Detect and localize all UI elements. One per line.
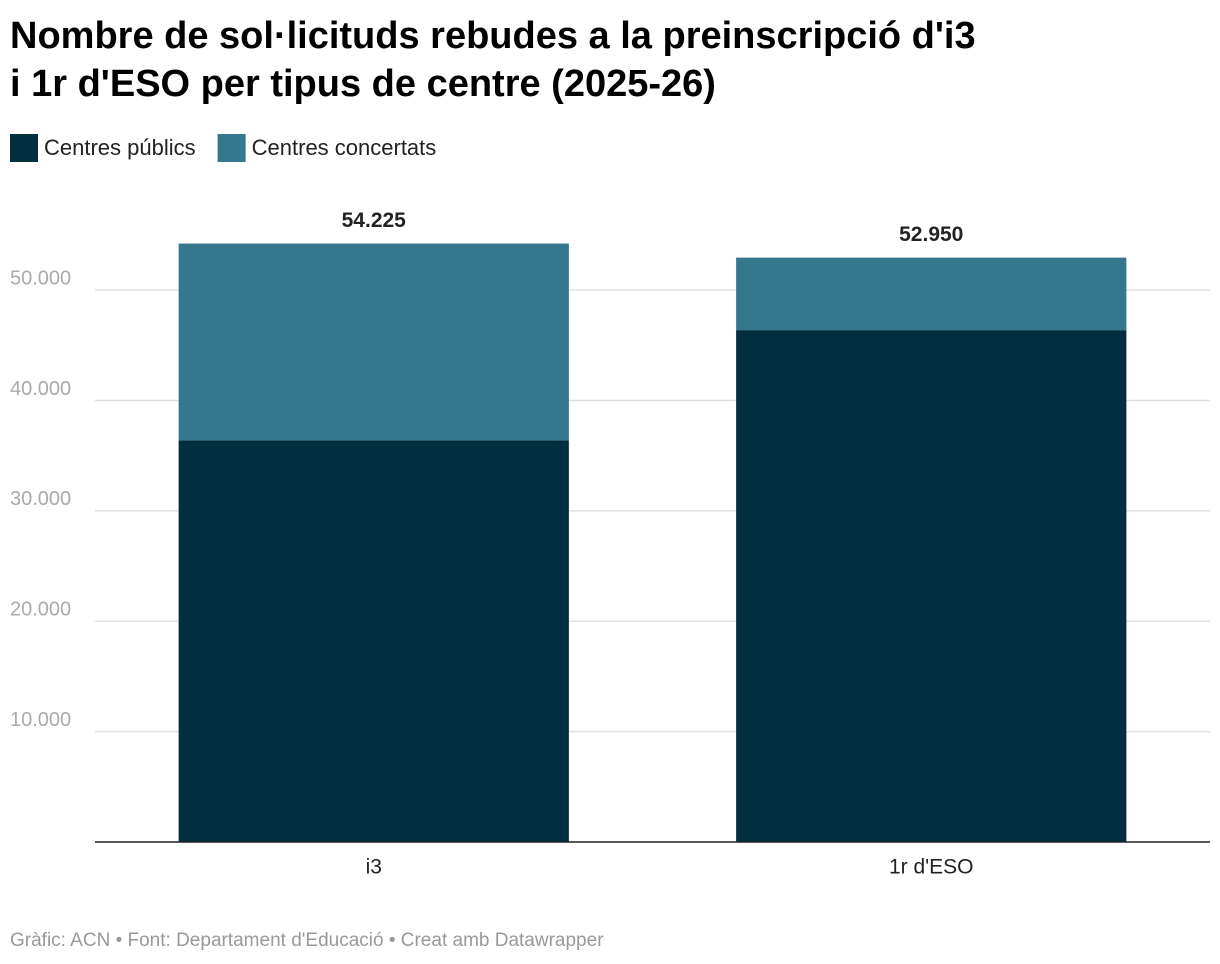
legend-label: Centres concertats <box>252 135 437 160</box>
bar-segment <box>178 243 569 441</box>
x-tick-label: i3 <box>366 856 382 879</box>
legend-label: Centres públics <box>44 135 196 160</box>
total-label: 54.225 <box>342 209 407 232</box>
footer: Gràfic: ACN • Font: Departament d'Educac… <box>10 930 604 951</box>
bar-segment <box>736 257 1127 331</box>
total-label: 52.950 <box>899 223 963 246</box>
bar-segment <box>736 330 1127 842</box>
y-tick-label: 50.000 <box>10 267 71 289</box>
bar-segment <box>178 440 569 842</box>
legend-swatch <box>217 134 246 162</box>
y-tick-label: 40.000 <box>10 378 71 400</box>
legend-swatch <box>10 134 38 162</box>
title-line: i 1r d'ESO per tipus de centre (2025-26) <box>10 63 716 105</box>
x-tick-label: 1r d'ESO <box>889 856 974 879</box>
chart-title: Nombre de sol·licituds rebudes a la prei… <box>10 15 976 105</box>
y-tick-label: 10.000 <box>10 709 71 731</box>
title-line: Nombre de sol·licituds rebudes a la prei… <box>10 15 976 57</box>
y-tick-label: 30.000 <box>10 488 71 510</box>
y-tick-label: 20.000 <box>10 599 71 621</box>
